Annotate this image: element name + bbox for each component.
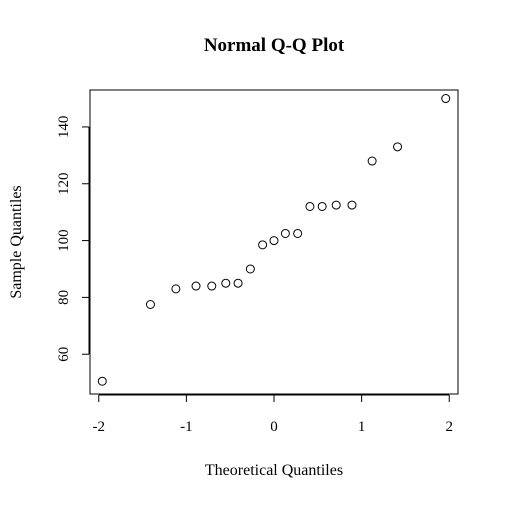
x-axis: -2 -1 0 1 2 <box>93 394 453 435</box>
y-axis: 60 80 100 120 140 <box>56 116 90 362</box>
data-point-2 <box>145 300 155 310</box>
data-point-5 <box>207 281 217 291</box>
data-point-1 <box>97 376 107 386</box>
points-layer <box>97 94 451 386</box>
data-point-9 <box>258 240 268 250</box>
data-point-12 <box>293 228 303 238</box>
x-tick-label: -1 <box>180 419 193 435</box>
data-point-4 <box>191 281 201 291</box>
data-point-17 <box>367 156 377 166</box>
x-tick-label: 0 <box>270 419 278 435</box>
data-point-16 <box>347 200 357 210</box>
data-point-11 <box>280 228 290 238</box>
data-point-15 <box>331 200 341 210</box>
data-point-13 <box>305 201 315 211</box>
y-tick-label: 100 <box>56 229 72 252</box>
y-tick-label: 80 <box>56 290 72 305</box>
x-tick-label: 1 <box>358 419 366 435</box>
data-point-18 <box>393 142 403 152</box>
chart-title: Normal Q-Q Plot <box>204 35 345 56</box>
data-point-14 <box>317 201 327 211</box>
data-point-19 <box>441 94 451 104</box>
data-point-10 <box>269 236 279 246</box>
y-tick-label: 140 <box>56 116 72 138</box>
data-point-6 <box>221 278 231 288</box>
data-point-7 <box>233 278 243 288</box>
x-axis-label: Theoretical Quantiles <box>205 462 343 479</box>
x-tick-label: 2 <box>445 419 453 435</box>
y-tick-label: 60 <box>56 347 72 362</box>
y-axis-label: Sample Quantiles <box>8 185 25 298</box>
y-tick-label: 120 <box>56 173 72 196</box>
data-point-3 <box>171 284 181 294</box>
data-point-8 <box>245 264 255 274</box>
x-tick-label: -2 <box>93 419 106 435</box>
plot-box <box>89 89 459 395</box>
